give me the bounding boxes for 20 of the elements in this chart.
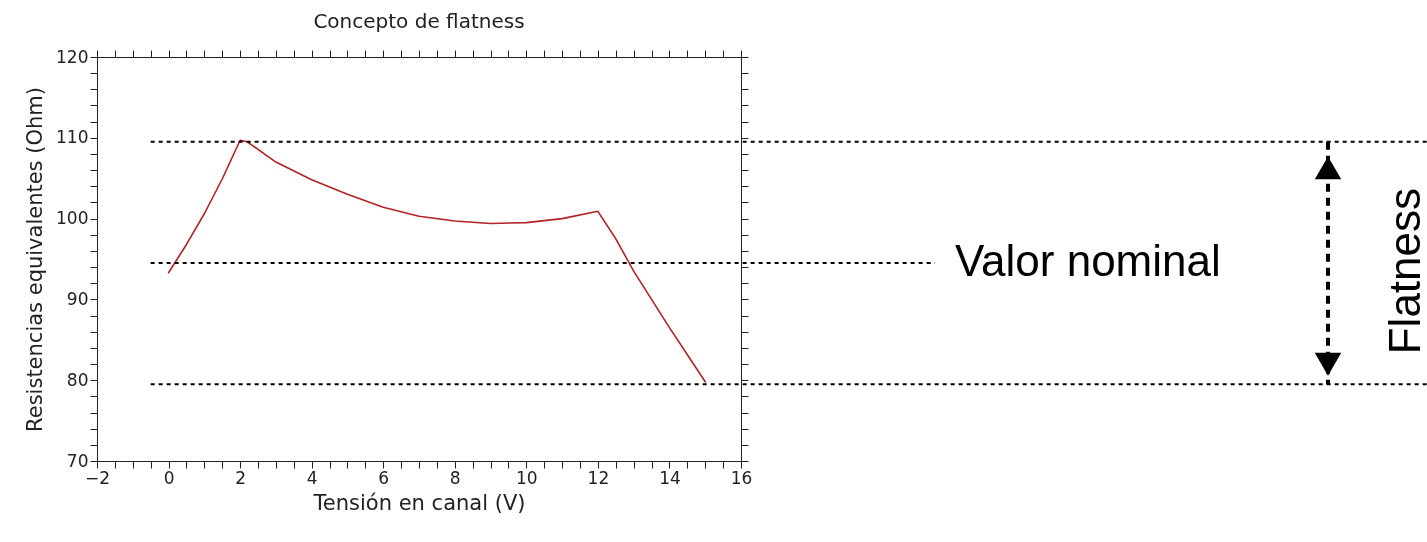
x-tick-label: 2 <box>235 467 247 488</box>
x-tick-label: 6 <box>378 467 390 488</box>
y-tick-label: 90 <box>66 288 89 309</box>
x-tick-label: 12 <box>587 467 610 488</box>
x-tick-label: 4 <box>306 467 318 488</box>
chart-title: Concepto de flatness <box>313 9 525 33</box>
line-series <box>167 139 707 383</box>
ref-line-label: Valor nominal <box>955 236 1221 286</box>
y-tick-label: 120 <box>56 46 89 67</box>
y-tick-label: 80 <box>66 369 89 390</box>
y-tick-label: 110 <box>56 127 89 148</box>
x-tick-label: 14 <box>659 467 681 488</box>
y-tick-label: 100 <box>56 208 89 229</box>
text: Flatness <box>1380 187 1427 355</box>
x-tick-label: 0 <box>163 467 175 488</box>
x-tick-label: 16 <box>730 467 753 488</box>
x-tick-label: 8 <box>449 467 461 488</box>
x-tick-label: 10 <box>516 467 538 488</box>
y-axis-title: Resistencias equivalentes (Ohm) <box>23 87 48 432</box>
x-axis-title: Tensión en canal (V) <box>312 490 526 515</box>
